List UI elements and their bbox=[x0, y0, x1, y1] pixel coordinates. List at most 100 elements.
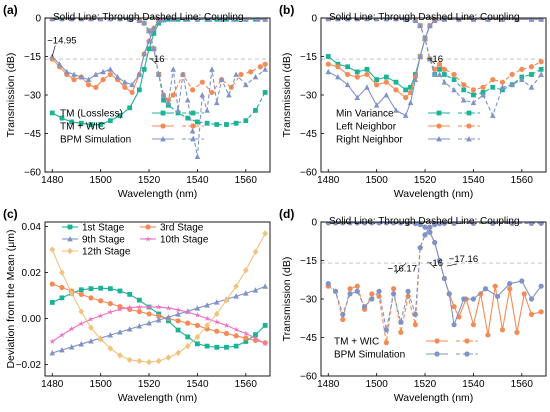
data-point bbox=[78, 120, 84, 126]
data-point bbox=[340, 316, 346, 323]
y-tick-label: −45 bbox=[300, 333, 317, 344]
data-point bbox=[528, 18, 535, 22]
data-point bbox=[345, 71, 351, 78]
data-point bbox=[88, 286, 94, 292]
data-point bbox=[417, 22, 423, 29]
y-tick-label: −60 bbox=[300, 372, 317, 383]
x-tick-label: 1500 bbox=[90, 379, 113, 390]
data-point bbox=[100, 68, 106, 75]
data-point bbox=[335, 18, 341, 22]
data-point bbox=[156, 313, 162, 319]
data-point bbox=[185, 320, 191, 326]
data-point bbox=[243, 267, 249, 274]
data-point bbox=[78, 287, 84, 293]
series-line bbox=[327, 222, 542, 330]
data-point bbox=[194, 305, 201, 311]
data-point bbox=[376, 288, 382, 294]
data-point bbox=[354, 69, 360, 75]
x-tick-label: 1560 bbox=[235, 175, 258, 186]
data-point bbox=[441, 275, 447, 282]
data-point bbox=[393, 79, 399, 85]
data-point bbox=[402, 18, 409, 22]
data-point bbox=[146, 38, 152, 44]
data-point bbox=[361, 304, 368, 310]
data-point bbox=[155, 303, 162, 310]
x-tick-label: 1520 bbox=[138, 379, 161, 390]
legend-label: 9th Stage bbox=[82, 235, 125, 246]
data-point bbox=[175, 327, 181, 333]
data-point bbox=[364, 18, 370, 22]
data-point bbox=[325, 18, 332, 22]
plot-area bbox=[49, 18, 268, 159]
data-point bbox=[480, 92, 486, 98]
data-point bbox=[340, 311, 346, 317]
x-axis-label: Wavelength (nm) bbox=[394, 392, 474, 404]
data-point bbox=[470, 87, 477, 93]
data-point bbox=[151, 45, 157, 52]
data-point bbox=[478, 291, 484, 297]
data-point bbox=[59, 269, 65, 276]
plot-area bbox=[325, 222, 544, 346]
data-point bbox=[88, 18, 94, 22]
data-point bbox=[98, 298, 104, 304]
data-point bbox=[470, 18, 477, 22]
axes-frame bbox=[44, 221, 271, 377]
data-point bbox=[374, 82, 380, 88]
data-point bbox=[340, 222, 346, 226]
data-point bbox=[146, 359, 152, 366]
legend-marker bbox=[436, 123, 442, 129]
series-line bbox=[328, 18, 542, 117]
data-point bbox=[262, 283, 268, 289]
data-point bbox=[175, 18, 181, 22]
y-tick-label: −15 bbox=[300, 256, 317, 267]
data-point bbox=[347, 286, 353, 292]
data-point bbox=[437, 66, 442, 72]
data-point bbox=[117, 329, 123, 335]
data-point bbox=[184, 342, 191, 350]
legend-marker bbox=[190, 110, 196, 116]
y-tick-label: 0.04 bbox=[22, 222, 42, 233]
annotation: −16 bbox=[148, 54, 164, 65]
data-point bbox=[538, 66, 544, 72]
data-point bbox=[136, 309, 142, 315]
data-point bbox=[136, 323, 143, 329]
data-point bbox=[165, 304, 172, 311]
data-point bbox=[390, 222, 397, 226]
data-point bbox=[195, 119, 200, 125]
data-point bbox=[59, 115, 65, 121]
x-tick-label: 1480 bbox=[41, 175, 64, 186]
panel-3: 1480 1500 1520 1540 1560 0 −15 −30 −45 −60 Wavelen… bbox=[279, 207, 547, 404]
data-point bbox=[495, 293, 501, 300]
data-point bbox=[262, 90, 268, 95]
legend-marker bbox=[160, 123, 166, 129]
y-tick-label: −0.02 bbox=[16, 360, 42, 371]
plot-area bbox=[325, 18, 544, 118]
data-point bbox=[107, 66, 114, 72]
data-point bbox=[485, 18, 491, 22]
data-point bbox=[213, 318, 220, 325]
x-axis-label: Wavelength (nm) bbox=[118, 188, 198, 200]
data-point bbox=[374, 77, 380, 82]
series-line bbox=[328, 222, 542, 336]
data-point bbox=[97, 18, 104, 22]
data-point bbox=[528, 64, 535, 70]
data-point bbox=[107, 286, 113, 292]
data-point bbox=[422, 35, 428, 41]
y-axis-label: Transmission (dB) bbox=[281, 257, 293, 342]
legend-marker bbox=[67, 224, 73, 230]
data-point bbox=[514, 329, 520, 335]
data-point bbox=[509, 71, 515, 78]
data-point bbox=[390, 286, 397, 292]
data-point bbox=[383, 74, 389, 80]
data-point bbox=[470, 99, 477, 106]
data-point bbox=[427, 229, 433, 235]
data-point bbox=[252, 334, 259, 341]
data-point bbox=[499, 327, 506, 333]
x-tick-label: 1520 bbox=[414, 379, 437, 390]
legend-label: 3rd Stage bbox=[160, 223, 204, 234]
data-point bbox=[175, 107, 181, 113]
data-point bbox=[354, 222, 360, 226]
data-point bbox=[499, 84, 506, 90]
data-point bbox=[213, 310, 220, 318]
